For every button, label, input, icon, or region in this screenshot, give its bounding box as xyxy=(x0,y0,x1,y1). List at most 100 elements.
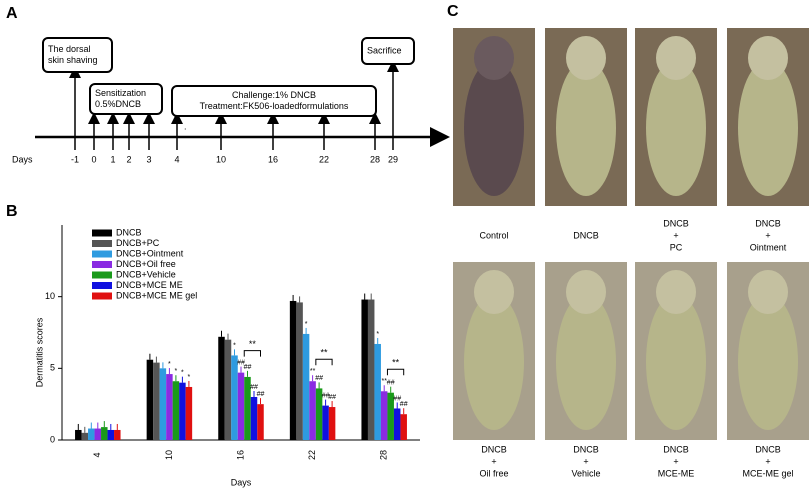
timeline-box xyxy=(171,85,377,117)
photo-caption: + xyxy=(673,230,678,240)
photo-caption: DNCB xyxy=(481,444,507,454)
significance: * xyxy=(175,368,178,375)
significance: ** xyxy=(381,378,387,385)
mouse-head xyxy=(474,270,514,314)
bar xyxy=(153,362,160,440)
x-tick-label: 10 xyxy=(164,450,174,460)
bracket xyxy=(386,368,405,376)
bracket-label: ** xyxy=(392,358,400,368)
box-text: skin shaving xyxy=(48,55,98,65)
bar xyxy=(309,381,316,440)
mouse-body xyxy=(738,294,798,430)
bar xyxy=(289,300,297,440)
significance: * xyxy=(168,361,171,368)
legend-swatch xyxy=(92,282,112,289)
significance: * xyxy=(376,331,379,338)
photo-caption: DNCB xyxy=(663,218,689,228)
significance: * xyxy=(233,342,236,349)
mouse-head xyxy=(656,270,696,314)
bar xyxy=(237,372,245,440)
bar xyxy=(75,429,82,440)
x-tick-label: 22 xyxy=(307,450,317,460)
significance: * xyxy=(181,370,184,377)
bar xyxy=(400,414,407,440)
significance: * xyxy=(188,374,191,381)
mouse-body xyxy=(738,60,798,196)
x-tick-label: 4 xyxy=(92,452,102,457)
significance: ## xyxy=(400,401,408,408)
mouse-head xyxy=(748,270,788,314)
significance: * xyxy=(305,321,308,328)
dot: . xyxy=(184,121,187,131)
mouse-head xyxy=(748,36,788,80)
y-tick-label: 0 xyxy=(50,434,55,444)
significance: ** xyxy=(310,368,316,375)
legend-label: DNCB+MCE ME gel xyxy=(116,290,197,300)
photo-caption: DNCB xyxy=(573,444,599,454)
bar xyxy=(146,359,154,440)
legend-swatch xyxy=(92,271,112,279)
box-text: Treatment:FK506-loadedformulations xyxy=(200,101,349,111)
photo-caption: DNCB xyxy=(755,444,781,454)
mouse-body xyxy=(646,60,706,196)
bracket-label: ** xyxy=(320,348,328,358)
legend-label: DNCB+Vehicle xyxy=(116,269,176,279)
significance: ## xyxy=(387,380,395,387)
axis-label: Days xyxy=(12,154,33,164)
legend-swatch xyxy=(92,292,112,300)
legend-label: DNCB+Oil free xyxy=(116,259,176,269)
mouse-head xyxy=(566,36,606,80)
bar xyxy=(322,405,329,440)
significance: ## xyxy=(257,391,265,398)
box-text: Sensitization xyxy=(95,88,146,98)
timeline-box xyxy=(42,37,113,73)
day-label: 1 xyxy=(110,154,115,164)
legend-label: DNCB xyxy=(116,227,142,237)
legend-label: DNCB+Ointment xyxy=(116,248,184,258)
box-text: The dorsal xyxy=(48,44,91,54)
mouse-body xyxy=(556,60,616,196)
box-text: 0.5%DNCB xyxy=(95,99,141,109)
significance: ## xyxy=(237,359,245,366)
bar xyxy=(81,432,89,440)
photo-caption: DNCB xyxy=(663,444,689,454)
legend-swatch xyxy=(92,250,112,258)
y-axis-label: Dermatitis scores xyxy=(34,317,44,387)
bar xyxy=(94,428,102,440)
panel-label: B xyxy=(6,203,18,220)
day-label: 22 xyxy=(319,154,329,164)
significance: ## xyxy=(328,394,336,401)
day-label: 4 xyxy=(174,154,179,164)
photo-caption: + xyxy=(673,456,678,466)
bar xyxy=(224,339,232,440)
photo-caption: MCE-ME xyxy=(658,468,695,478)
mouse-body xyxy=(464,294,524,430)
photo-caption: MCE-ME gel xyxy=(742,468,793,478)
bar xyxy=(296,302,303,440)
box-text: Sacrifice xyxy=(367,45,402,55)
day-label: 2 xyxy=(126,154,131,164)
bracket-label: ** xyxy=(249,339,257,349)
day-label: 0 xyxy=(91,154,96,164)
day-label: 10 xyxy=(216,154,226,164)
bracket xyxy=(315,358,333,366)
mouse-body xyxy=(556,294,616,430)
day-label: 28 xyxy=(370,154,380,164)
y-tick-label: 5 xyxy=(50,363,55,373)
bar xyxy=(114,429,121,440)
day-label: -1 xyxy=(71,154,79,164)
bar xyxy=(101,427,108,440)
bar xyxy=(302,333,310,440)
bar xyxy=(159,368,167,440)
mouse-head xyxy=(566,270,606,314)
day-label: 3 xyxy=(146,154,151,164)
bar xyxy=(185,386,193,440)
photo-caption: + xyxy=(765,230,770,240)
bar xyxy=(393,408,401,440)
legend-swatch xyxy=(92,261,112,268)
day-label: 29 xyxy=(388,154,398,164)
bar xyxy=(166,374,173,440)
photo-caption: PC xyxy=(670,242,683,252)
bracket xyxy=(243,350,261,357)
photo-caption: Control xyxy=(479,230,508,240)
